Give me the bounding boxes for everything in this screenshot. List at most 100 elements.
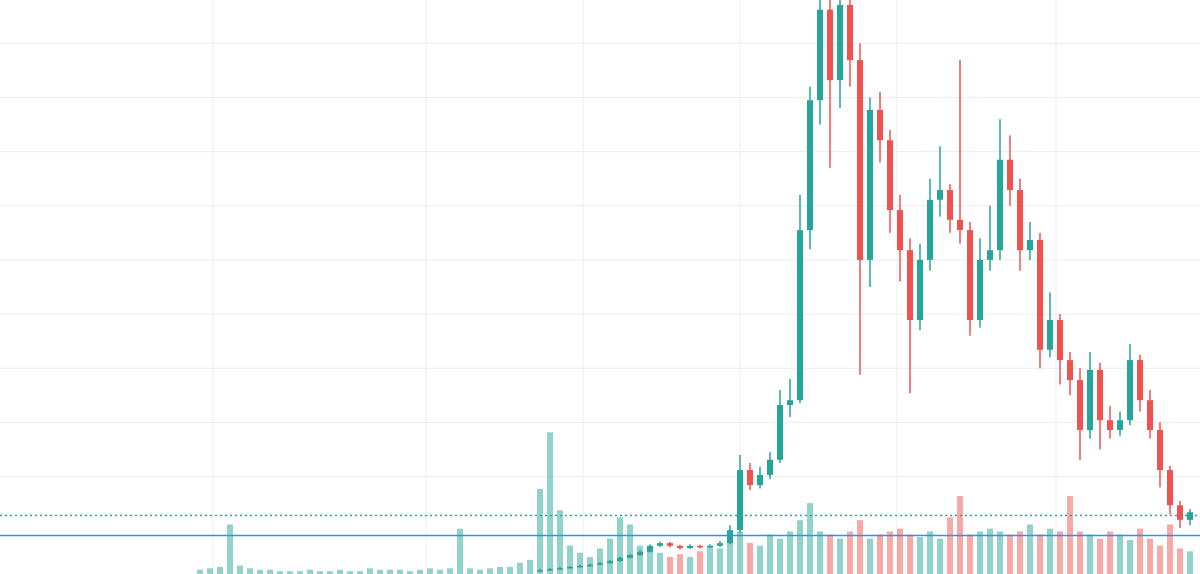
volume-bar (297, 571, 303, 574)
candle-body (1077, 380, 1083, 430)
candle-body (847, 4, 853, 61)
volume-bar (697, 551, 703, 574)
volume-bar (347, 571, 353, 574)
volume-bar (747, 542, 753, 574)
volume-bar (387, 569, 393, 574)
candle-body (697, 545, 703, 548)
candle-body (1027, 239, 1033, 251)
candle-body (647, 545, 653, 552)
candle-body (927, 199, 933, 260)
volume-bar (827, 534, 833, 574)
volume-bar (737, 531, 743, 574)
candle-body (1137, 360, 1143, 401)
candle-body (667, 543, 673, 546)
candle-body (837, 4, 843, 81)
candle-body (787, 400, 793, 406)
candle-body (867, 109, 873, 260)
volume-bar (667, 556, 673, 574)
volume-bar (727, 538, 733, 574)
volume-bar (787, 531, 793, 574)
volume-bar (517, 562, 523, 574)
volume-bar (937, 538, 943, 574)
candle-body (627, 555, 633, 558)
candle-body (567, 566, 573, 569)
candle-body (777, 405, 783, 460)
volume-bar (497, 566, 503, 574)
candle-body (947, 190, 953, 220)
volume-bar (1147, 538, 1153, 574)
volume-bar (987, 528, 993, 574)
volume-bar (687, 556, 693, 574)
candle-body (657, 543, 663, 546)
candle-body (757, 474, 763, 486)
volume-bar (407, 571, 413, 574)
volume-bar (927, 531, 933, 574)
volume-bar (1117, 534, 1123, 574)
volume-bar (617, 517, 623, 574)
volume-bar (1167, 524, 1173, 574)
volume-bar (1107, 531, 1113, 574)
candle-body (937, 190, 943, 200)
volume-bar (637, 545, 643, 574)
volume-bar (247, 568, 253, 574)
candle-body (587, 564, 593, 567)
volume-bar (1177, 548, 1183, 574)
candle-body (637, 551, 643, 556)
volume-bar (547, 432, 553, 574)
volume-bar (917, 537, 923, 574)
candle-body (1167, 470, 1173, 506)
volume-bar (1157, 545, 1163, 574)
volume-bar (997, 531, 1003, 574)
candle-body (807, 100, 813, 231)
volume-bar (397, 569, 403, 574)
volume-bar (207, 568, 213, 574)
candle-body (617, 557, 623, 562)
candle-body (1147, 400, 1153, 430)
volume-bar (797, 520, 803, 574)
candle-body (537, 570, 543, 572)
volume-bar (607, 538, 613, 574)
volume-bar (807, 503, 813, 574)
volume-bar (1047, 528, 1053, 574)
candle-body (677, 545, 683, 549)
candle-body (1177, 505, 1183, 520)
candle-body (1117, 420, 1123, 430)
volume-bar (627, 524, 633, 574)
volume-bar (717, 548, 723, 574)
volume-bar (1097, 538, 1103, 574)
volume-bar (367, 568, 373, 574)
volume-bar (777, 538, 783, 574)
volume-bar (507, 566, 513, 574)
volume-bar (327, 571, 333, 574)
candle-body (857, 60, 863, 260)
candle-body (967, 230, 973, 321)
candle-body (1057, 320, 1063, 361)
volume-bar (477, 569, 483, 574)
candle-body (957, 219, 963, 231)
volume-bar (1037, 534, 1043, 574)
volume-bar (317, 571, 323, 574)
volume-bar (657, 552, 663, 574)
volume-bar (237, 565, 243, 574)
candle-body (687, 545, 693, 549)
candle-body (897, 210, 903, 251)
volume-bar (467, 568, 473, 574)
volume-bar (1007, 534, 1013, 574)
volume-bar (1017, 531, 1023, 574)
candle-body (827, 9, 833, 81)
volume-bar (267, 569, 273, 574)
volume-bar (847, 531, 853, 574)
candle-body (1157, 429, 1163, 471)
candle-body (1037, 239, 1043, 350)
candle-body (727, 530, 733, 544)
candle-body (917, 259, 923, 321)
volume-bar (1057, 531, 1063, 574)
volume-bar (257, 569, 263, 574)
candle-body (747, 470, 753, 486)
volume-bar (887, 531, 893, 574)
volume-bar (227, 524, 233, 574)
volume-bar (577, 552, 583, 574)
volume-bar (527, 559, 533, 574)
volume-bar (487, 568, 493, 574)
